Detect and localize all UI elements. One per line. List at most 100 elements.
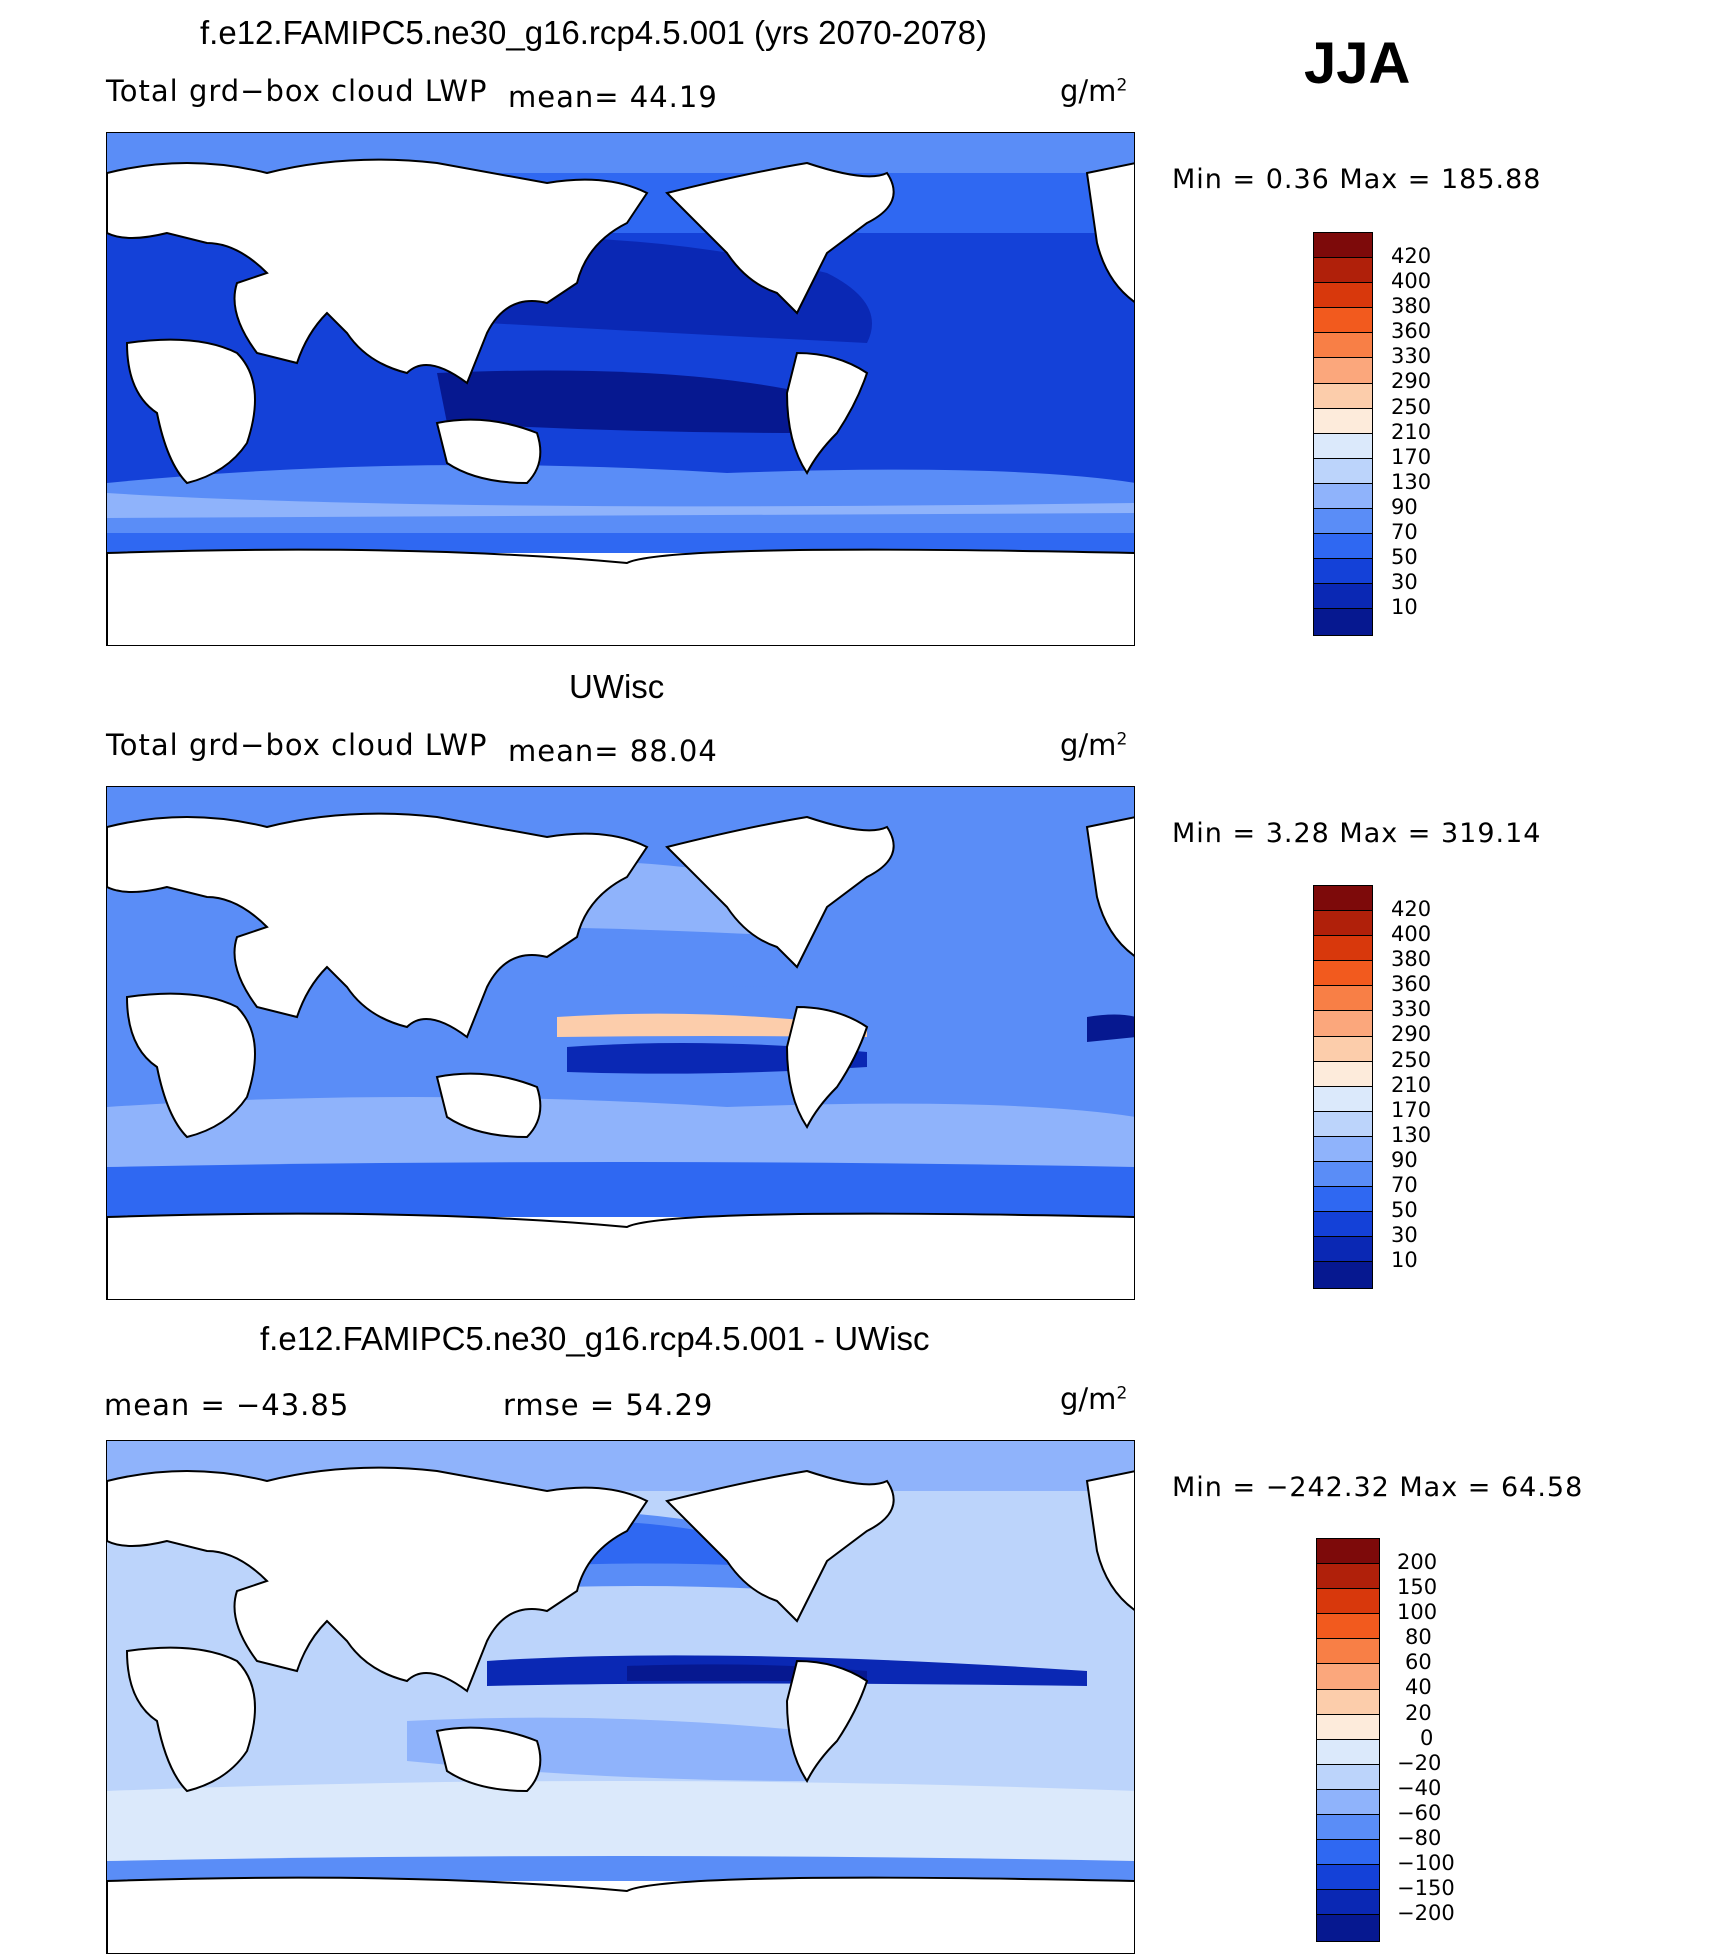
panel3-colorbar-seg — [1317, 1564, 1379, 1590]
panel3-tick: −40 — [1397, 1776, 1442, 1800]
panel2-colorbar-seg — [1314, 1111, 1372, 1137]
panel3-tick: 200 — [1397, 1550, 1438, 1574]
panel1-map-svg — [107, 133, 1134, 645]
panel2-colorbar-seg — [1314, 986, 1372, 1012]
panel1-tick: 380 — [1391, 294, 1432, 318]
panel1-colorbar-seg — [1314, 408, 1372, 434]
panel3-minmax: Min = −242.32 Max = 64.58 — [1172, 1472, 1584, 1503]
panel2-tick: 170 — [1391, 1098, 1432, 1122]
panel3-tick: 80 — [1405, 1625, 1432, 1649]
panel1-tick: 420 — [1391, 244, 1432, 268]
panel3-rmse: rmse = 54.29 — [503, 1388, 714, 1422]
panel2-tick: 90 — [1391, 1148, 1418, 1172]
panel3-colorbar-seg — [1317, 1664, 1379, 1690]
panel2-tick: 420 — [1391, 897, 1432, 921]
panel2-colorbar-seg — [1314, 1086, 1372, 1112]
panel1-colorbar-seg — [1314, 458, 1372, 484]
panel2-tick: 50 — [1391, 1198, 1418, 1222]
panel3-colorbar-seg — [1317, 1764, 1379, 1790]
panel3-coastlines — [107, 1466, 1134, 1953]
panel1-colorbar-seg — [1314, 383, 1372, 409]
panel2-mean: mean= 88.04 — [508, 734, 718, 768]
panel2-tick: 290 — [1391, 1022, 1432, 1046]
panel1-tick: 90 — [1391, 495, 1418, 519]
panel1-colorbar-seg — [1314, 433, 1372, 459]
panel2-colorbar-seg — [1314, 1136, 1372, 1163]
panel1-colorbar — [1313, 232, 1373, 636]
panel3-colorbar-seg — [1317, 1539, 1379, 1565]
panel3-tick: 20 — [1405, 1701, 1432, 1725]
panel2-tick: 250 — [1391, 1048, 1432, 1072]
panel3-colorbar-seg — [1317, 1815, 1379, 1841]
panel3-map — [106, 1440, 1135, 1954]
panel1-tick: 10 — [1391, 595, 1418, 619]
panel3-tick: 60 — [1405, 1650, 1432, 1674]
panel3-colorbar-seg — [1317, 1789, 1379, 1816]
panel3-colorbar-seg — [1317, 1915, 1379, 1941]
panel2-colorbar — [1313, 885, 1373, 1289]
panel3-colorbar-seg — [1317, 1739, 1379, 1765]
panel3-colorbar-seg — [1317, 1689, 1379, 1715]
panel3-colorbar-seg — [1317, 1840, 1379, 1866]
panel2-colorbar-seg — [1314, 1212, 1372, 1238]
panel2-colorbar-seg — [1314, 1187, 1372, 1213]
panel2-tick: 130 — [1391, 1123, 1432, 1147]
panel2-colorbar-seg — [1314, 1061, 1372, 1087]
panel2-colorbar-seg — [1314, 1162, 1372, 1188]
panel3-colorbar-seg — [1317, 1589, 1379, 1615]
panel2-title: UWisc — [569, 668, 665, 705]
panel2-tick: 360 — [1391, 972, 1432, 996]
panel3-tick: −200 — [1397, 1901, 1455, 1925]
panel1-colorbar-seg — [1314, 308, 1372, 334]
panel2-unit: g/m2 — [1060, 728, 1128, 762]
panel3-map-svg — [107, 1441, 1134, 1953]
panel2-tick: 210 — [1391, 1073, 1432, 1097]
panel3-tick: −60 — [1397, 1801, 1442, 1825]
panel2-colorbar-seg — [1314, 936, 1372, 962]
panel2-variable: Total grd−box cloud LWP — [106, 728, 488, 762]
panel1-tick: 400 — [1391, 269, 1432, 293]
panel2-colorbar-seg — [1314, 1036, 1372, 1062]
panel1-title: f.e12.FAMIPC5.ne30_g16.rcp4.5.001 (yrs 2… — [200, 14, 987, 51]
panel2-tick: 400 — [1391, 922, 1432, 946]
panel1-colorbar-seg — [1314, 509, 1372, 535]
panel1-colorbar-seg — [1314, 534, 1372, 560]
panel1-tick: 170 — [1391, 445, 1432, 469]
panel2-colorbar-seg — [1314, 886, 1372, 912]
panel3-title: f.e12.FAMIPC5.ne30_g16.rcp4.5.001 - UWis… — [260, 1320, 930, 1357]
panel1-colorbar-seg — [1314, 358, 1372, 384]
panel1-variable: Total grd−box cloud LWP — [106, 74, 488, 108]
panel1-tick: 30 — [1391, 570, 1418, 594]
panel3-colorbar-seg — [1317, 1865, 1379, 1891]
panel1-tick: 70 — [1391, 520, 1418, 544]
panel2-colorbar-seg — [1314, 961, 1372, 987]
panel3-colorbar-seg — [1317, 1714, 1379, 1740]
panel1-colorbar-seg — [1314, 258, 1372, 284]
panel3-tick: −20 — [1397, 1751, 1442, 1775]
panel1-colorbar-seg — [1314, 283, 1372, 309]
panel3-unit: g/m2 — [1060, 1382, 1128, 1416]
panel1-minmax: Min = 0.36 Max = 185.88 — [1172, 164, 1542, 195]
panel3-colorbar-seg — [1317, 1614, 1379, 1640]
panel1-map — [106, 132, 1135, 646]
panel2-coastlines — [107, 812, 1134, 1299]
panel1-colorbar-seg — [1314, 559, 1372, 585]
panel3-tick: −80 — [1397, 1826, 1442, 1850]
panel1-tick: 250 — [1391, 395, 1432, 419]
panel3-tick: 150 — [1397, 1575, 1438, 1599]
panel2-tick: 380 — [1391, 947, 1432, 971]
panel1-colorbar-seg — [1314, 483, 1372, 510]
panel1-mean: mean= 44.19 — [508, 80, 718, 114]
panel2-colorbar-seg — [1314, 911, 1372, 937]
panel1-coastlines — [107, 158, 1134, 645]
panel1-tick: 130 — [1391, 470, 1432, 494]
panel3-tick: 40 — [1405, 1675, 1432, 1699]
panel1-colorbar-seg — [1314, 333, 1372, 359]
panel2-colorbar-seg — [1314, 1237, 1372, 1263]
panel1-colorbar-seg — [1314, 609, 1372, 635]
panel2-tick: 330 — [1391, 997, 1432, 1021]
panel2-tick: 10 — [1391, 1248, 1418, 1272]
panel2-minmax: Min = 3.28 Max = 319.14 — [1172, 818, 1542, 849]
panel3-colorbar-seg — [1317, 1890, 1379, 1916]
panel1-colorbar-seg — [1314, 584, 1372, 610]
